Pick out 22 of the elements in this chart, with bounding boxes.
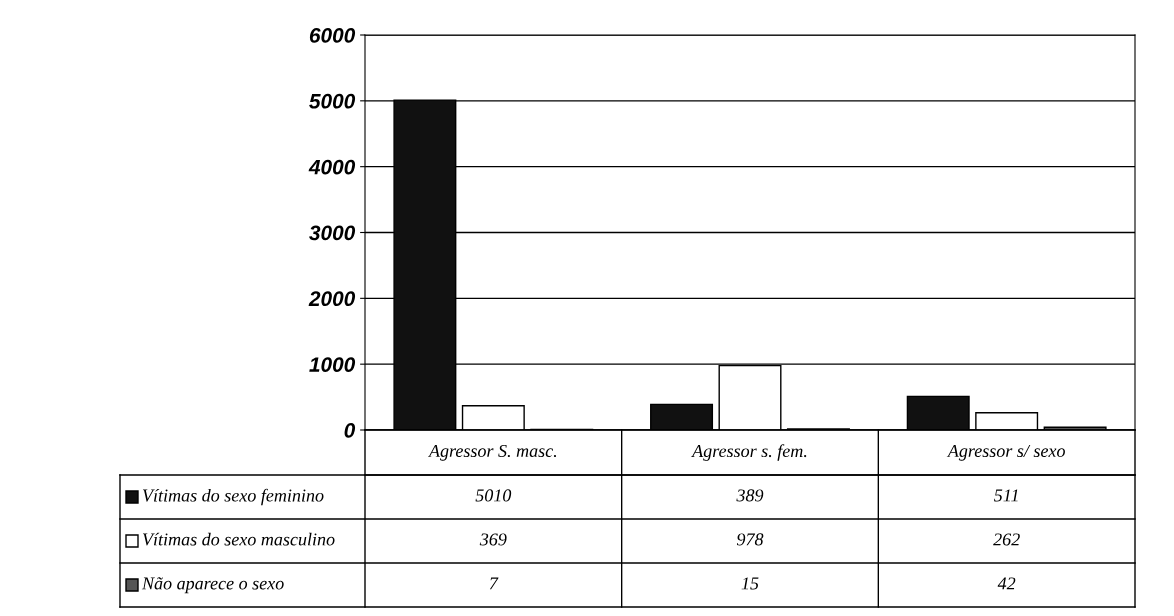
legend-label: Não aparece o sexo [141,577,284,594]
y-tick-label: 5000 [309,93,356,109]
y-tick-label: 6000 [309,28,356,43]
x-tick-label: Agressor S. masc. [427,444,557,461]
data-label: 5010 [475,489,512,502]
data-label: 262 [993,533,1020,546]
data-label: 7 [489,577,499,590]
legend-label: Vítimas do sexo masculino [142,532,335,546]
y-tick-label: 2000 [308,291,356,307]
y-tick-label: 4000 [308,159,356,175]
x-tick-label: Agressor s. fem. [691,444,807,461]
data-label: 369 [479,533,507,546]
data-label: 15 [741,577,759,590]
y-tick-label: 3000 [309,225,356,241]
y-tick-label: 1000 [309,357,356,372]
data-label: 978 [736,533,764,546]
data-label: 511 [994,489,1018,502]
y-tick-label: 0 [344,423,356,438]
legend-label: Vítimas do sexo feminino [142,488,324,506]
data-label: 389 [736,489,764,502]
x-tick-label: Agressor s/ sexo [946,444,1065,461]
data-label: 42 [997,577,1016,590]
